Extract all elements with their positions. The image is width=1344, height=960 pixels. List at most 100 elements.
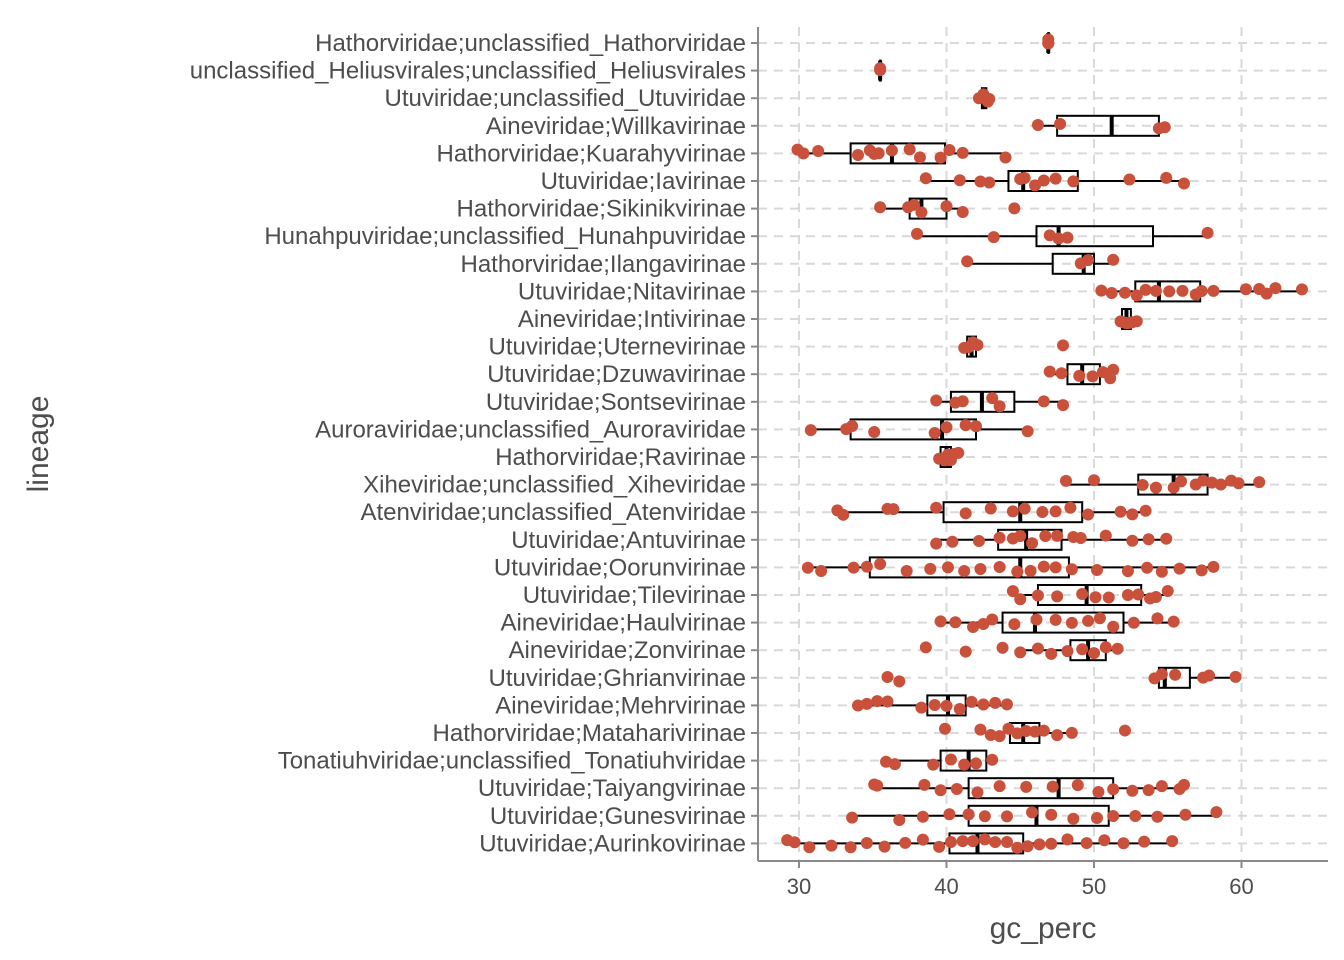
- data-point: [977, 618, 990, 631]
- data-point: [1175, 475, 1188, 488]
- data-point: [967, 835, 980, 848]
- data-point: [1177, 177, 1190, 190]
- data-point: [953, 174, 966, 187]
- data-point: [1061, 833, 1074, 846]
- data-point: [874, 64, 887, 77]
- data-point: [993, 780, 1006, 793]
- data-point: [1203, 669, 1216, 682]
- data-point: [944, 836, 957, 849]
- data-point: [1021, 840, 1034, 853]
- y-axis-title: lineage: [22, 396, 55, 493]
- data-point: [852, 699, 864, 712]
- data-point: [918, 778, 931, 791]
- data-point: [1020, 780, 1033, 793]
- data-point: [952, 446, 965, 459]
- x-tick-labels: 30 40 50 60: [787, 861, 1254, 899]
- data-point: [930, 501, 943, 514]
- data-point: [978, 810, 991, 823]
- category-label: Utuviridae;Taiyangvirinae: [478, 775, 746, 802]
- data-point: [899, 836, 912, 849]
- data-point: [887, 503, 900, 516]
- category-label: Xiheviridae;unclassified_Xiheviridae: [363, 472, 746, 499]
- axis-layer: [757, 27, 1328, 862]
- data-point: [1090, 563, 1103, 576]
- data-point: [967, 621, 980, 634]
- data-point: [1260, 287, 1273, 300]
- data-point: [1057, 339, 1070, 352]
- data-point: [1155, 565, 1168, 578]
- category-label: Utuviridae;Nitavirinae: [518, 278, 746, 305]
- data-point: [1039, 530, 1052, 543]
- data-point: [1082, 614, 1095, 627]
- data-point: [1051, 729, 1064, 742]
- data-point: [1195, 564, 1208, 577]
- data-point: [1160, 171, 1173, 184]
- data-point: [1130, 289, 1143, 302]
- data-point: [993, 561, 1006, 574]
- data-point: [1098, 834, 1111, 847]
- data-point: [986, 392, 999, 405]
- data-point: [1155, 780, 1168, 793]
- data-point: [860, 697, 873, 710]
- data-point: [1107, 363, 1120, 376]
- data-point: [956, 146, 969, 159]
- x-axis-title: gc_perc: [990, 912, 1097, 945]
- data-point: [1105, 287, 1118, 300]
- data-point: [1006, 585, 1019, 598]
- data-point: [874, 201, 887, 214]
- data-point: [1057, 399, 1070, 412]
- data-point: [970, 757, 982, 770]
- data-point: [1042, 33, 1055, 46]
- data-point: [978, 833, 991, 846]
- data-point: [1099, 641, 1112, 654]
- data-point: [1045, 647, 1058, 660]
- data-point: [1045, 808, 1058, 821]
- category-label: Hunahpuviridae;unclassified_Hunahpuvirid…: [264, 223, 746, 250]
- category-label: Aineviridae;Willkavirinae: [486, 113, 746, 140]
- data-point: [1071, 779, 1084, 792]
- data-point: [1155, 668, 1168, 681]
- data-point: [911, 227, 923, 240]
- data-point: [888, 758, 901, 771]
- data-point: [956, 206, 969, 219]
- data-point: [1049, 561, 1062, 574]
- category-label: Hathorviridae;Sikinikvirinae: [457, 196, 746, 223]
- data-point: [928, 426, 941, 439]
- data-point: [1089, 591, 1102, 604]
- data-point: [1142, 784, 1155, 797]
- data-point: [999, 151, 1012, 164]
- data-point: [801, 561, 814, 574]
- data-point: [1014, 529, 1027, 542]
- data-point: [949, 616, 962, 629]
- data-point: [1107, 620, 1120, 633]
- data-point: [852, 148, 864, 161]
- data-point: [1018, 172, 1031, 185]
- data-point: [1269, 282, 1282, 295]
- data-point: [971, 339, 984, 352]
- data-point: [1051, 590, 1064, 603]
- data-point: [930, 537, 943, 550]
- category-label: Utuviridae;unclassified_Utuviridae: [384, 85, 746, 112]
- data-point: [1229, 670, 1242, 683]
- data-point: [989, 696, 1002, 709]
- grid-layer: [758, 27, 1328, 861]
- data-point: [803, 841, 816, 854]
- category-label: Hathorviridae;Ilangavirinae: [461, 251, 747, 278]
- data-point: [934, 784, 947, 797]
- data-point: [934, 151, 947, 164]
- data-point: [1008, 202, 1021, 215]
- data-point: [1132, 588, 1145, 601]
- data-point: [1082, 508, 1095, 521]
- data-point: [1121, 589, 1134, 602]
- data-point: [874, 557, 887, 570]
- data-point: [1149, 481, 1162, 494]
- data-point: [924, 562, 937, 575]
- data-point: [965, 695, 978, 708]
- data-point: [1049, 505, 1062, 518]
- data-point: [1139, 283, 1152, 296]
- data-point: [993, 400, 1006, 413]
- data-point: [972, 535, 985, 548]
- data-point: [1030, 613, 1043, 626]
- data-point: [996, 641, 1009, 654]
